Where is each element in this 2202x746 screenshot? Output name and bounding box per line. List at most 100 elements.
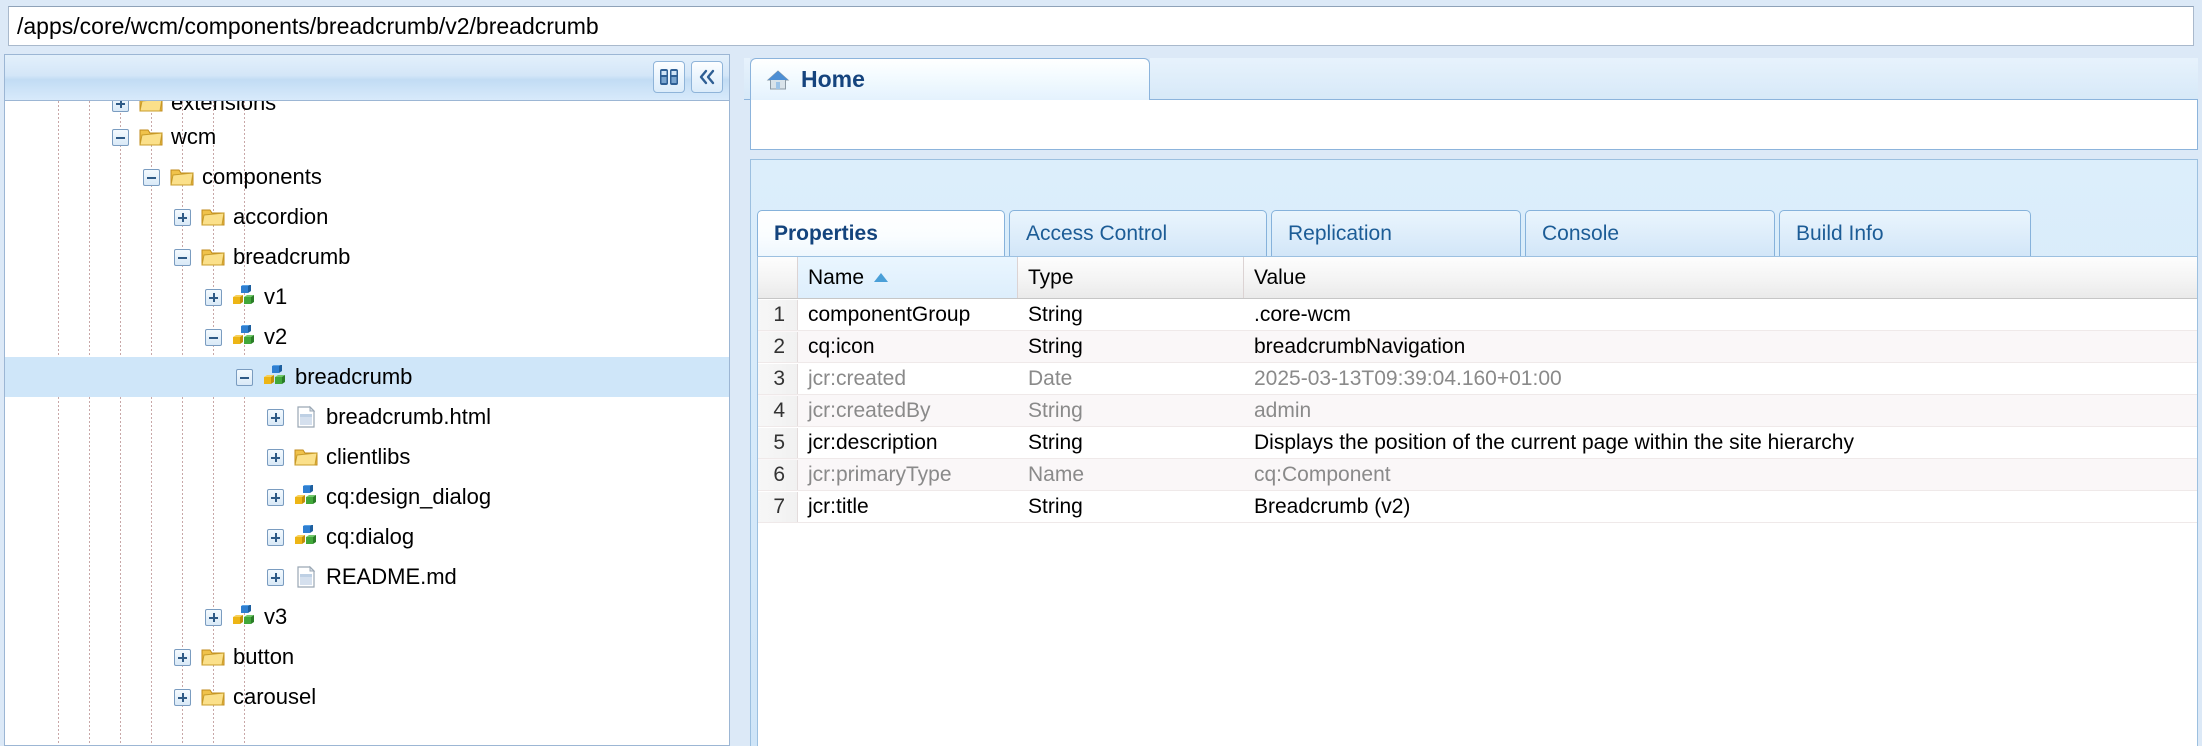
expand-icon[interactable] [112,101,129,112]
component-icon [231,324,257,349]
tree-node-label: clientlibs [326,444,411,469]
grid-body[interactable]: 1 componentGroup String .core-wcm 2 cq:icon St… [758,299,2197,523]
tree-node-carousel[interactable]: carousel [5,677,729,717]
expand-icon[interactable] [205,288,222,306]
table-row[interactable]: 1 componentGroup String .core-wcm [758,299,2197,331]
grid-cell-type[interactable]: String [1028,398,1083,422]
tree-node-extensions[interactable]: extensions [5,101,729,117]
tree-node-button[interactable]: button [5,637,729,677]
tree-guide-line [151,101,152,745]
grid-cell-name[interactable]: jcr:title [808,494,869,518]
tab-access-control[interactable]: Access Control [1009,210,1267,256]
grid-header-rownum[interactable] [758,257,798,298]
grid-cell-name[interactable]: cq:icon [808,334,875,358]
table-row[interactable]: 7 jcr:title String Breadcrumb (v2) [758,491,2197,523]
grid-cell-type[interactable]: Date [1028,366,1073,390]
tree-node-v1[interactable]: v1 [5,277,729,317]
expand-icon[interactable] [174,648,191,666]
tree-node-breadcrumb[interactable]: breadcrumb [5,237,729,277]
tree-node-components[interactable]: components [5,157,729,197]
grid-cell-name[interactable]: jcr:description [808,430,938,454]
expand-icon[interactable] [174,688,191,706]
table-row[interactable]: 6 jcr:primaryType Name cq:Component [758,459,2197,491]
path-bar [0,0,2202,52]
tree-node-breadcrumb[interactable]: breadcrumb [5,357,729,397]
grid-cell-value[interactable]: .core-wcm [1254,302,1351,326]
grid-cell-value[interactable]: Displays the position of the current pag… [1254,430,1854,454]
expand-icon[interactable] [267,408,284,426]
collapse-icon[interactable] [174,248,191,266]
file-icon [293,405,319,429]
grid-cell-rownum: 6 [758,459,798,490]
component-icon [231,604,257,629]
tree-node-wcm[interactable]: wcm [5,117,729,157]
tree-node-accordion[interactable]: accordion [5,197,729,237]
sort-ascending-icon [874,273,889,282]
grid-cell-rownum: 4 [758,395,798,426]
tree-node-readme-md[interactable]: README.md [5,557,729,597]
grid-header-name[interactable]: Name [798,257,1018,298]
tree-node-v3[interactable]: v3 [5,597,729,637]
grid-cell-value[interactable]: 2025-03-13T09:39:04.160+01:00 [1254,366,1562,390]
expand-icon[interactable] [267,448,284,466]
grid-cell-type[interactable]: String [1028,302,1083,326]
tab-build-info[interactable]: Build Info [1779,210,2031,256]
tree-node-cq-dialog[interactable]: cq:dialog [5,517,729,557]
tree-node-v2[interactable]: v2 [5,317,729,357]
grid-header-value[interactable]: Value [1244,257,2197,298]
grid-cell-rownum: 1 [758,299,798,330]
tab-home[interactable]: Home [750,58,1150,100]
tree-toolbar [5,55,729,101]
grid-cell-value[interactable]: Breadcrumb (v2) [1254,494,1411,518]
tab-properties[interactable]: Properties [757,210,1005,256]
tree-node-label: breadcrumb.html [326,404,492,429]
collapse-icon[interactable] [205,328,222,346]
tab-replication[interactable]: Replication [1271,210,1521,256]
collapse-icon[interactable] [112,128,129,146]
grid-cell-name[interactable]: componentGroup [808,302,971,326]
grid-cell-type[interactable]: String [1028,494,1083,518]
expand-icon[interactable] [174,208,191,226]
grid-cell-value[interactable]: breadcrumbNavigation [1254,334,1466,358]
grid-cell-type[interactable]: String [1028,430,1083,454]
grid-cell-value[interactable]: cq:Component [1254,462,1391,486]
collapse-icon[interactable] [143,168,160,186]
tab-console[interactable]: Console [1525,210,1775,256]
expand-icon[interactable] [267,528,284,546]
repository-path-input[interactable] [8,6,2194,46]
tree-guide-line [213,101,214,745]
grid-cell-type[interactable]: Name [1028,462,1085,486]
tree-node-clientlibs[interactable]: clientlibs [5,437,729,477]
collapse-icon[interactable] [236,368,253,386]
search-icon[interactable] [653,61,685,93]
tree-node-cq-design-dialog[interactable]: cq:design_dialog [5,477,729,517]
table-row[interactable]: 5 jcr:description String Displays the posit… [758,427,2197,459]
node-info-panel [750,100,2198,150]
expand-icon[interactable] [205,608,222,626]
folder-icon [200,685,226,709]
tree-node-breadcrumb-html[interactable]: breadcrumb.html [5,397,729,437]
component-icon [262,364,288,389]
grid-header-type[interactable]: Type [1018,257,1244,298]
table-row[interactable]: 2 cq:icon String breadcrumbNavigation [758,331,2197,363]
grid-cell-name[interactable]: jcr:createdBy [808,398,931,422]
tab-home-label: Home [801,66,865,92]
grid-cell-name[interactable]: jcr:primaryType [808,462,952,486]
grid-cell-name[interactable]: jcr:created [808,366,907,390]
tree-node-label: v2 [264,324,288,349]
folder-icon [200,645,226,669]
file-icon [293,565,319,589]
properties-grid: Name Type Value 1 componentGroup String .core… [757,256,2198,746]
tab-strip-filler [1150,58,2198,100]
grid-cell-rownum: 7 [758,491,798,522]
grid-cell-value[interactable]: admin [1254,398,1312,422]
tree-node-list[interactable]: extensions wcm components accordion breadcru… [5,101,729,745]
component-icon [293,524,319,549]
expand-icon[interactable] [267,568,284,586]
grid-cell-type[interactable]: String [1028,334,1083,358]
tab-label: Access Control [1026,221,1168,245]
chevron-double-left-icon[interactable] [691,61,723,93]
expand-icon[interactable] [267,488,284,506]
table-row[interactable]: 4 jcr:createdBy String admin [758,395,2197,427]
table-row[interactable]: 3 jcr:created Date 2025-03-13T09:39:04.160+… [758,363,2197,395]
